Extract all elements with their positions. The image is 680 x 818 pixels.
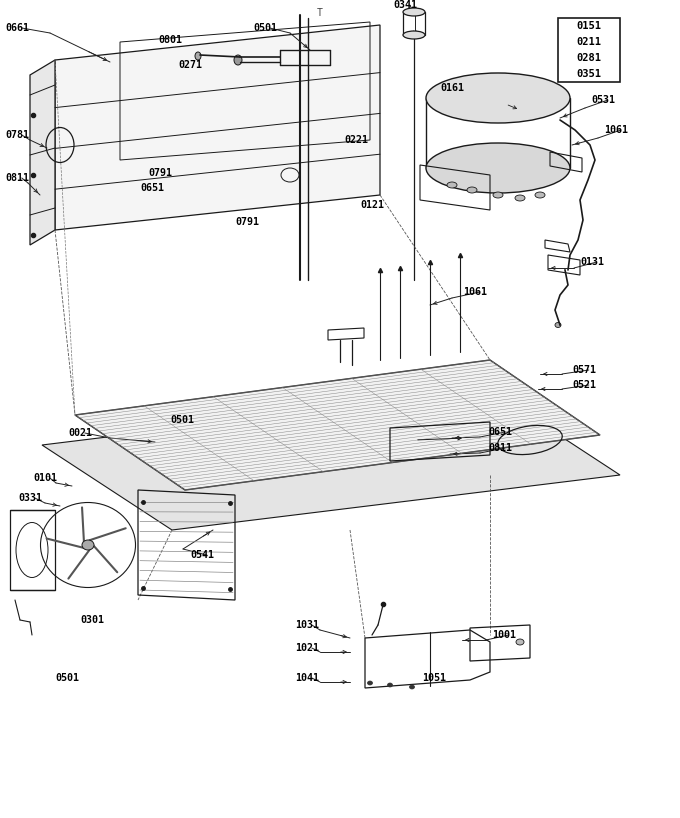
Ellipse shape (82, 540, 94, 550)
Ellipse shape (493, 192, 503, 198)
Ellipse shape (195, 52, 201, 60)
Text: 1061: 1061 (463, 287, 487, 297)
Text: 0281: 0281 (577, 53, 602, 63)
Ellipse shape (403, 8, 425, 16)
Text: 0021: 0021 (68, 428, 92, 438)
Text: 0161: 0161 (440, 83, 464, 93)
Text: 0661: 0661 (5, 23, 29, 33)
Text: 0801: 0801 (158, 35, 182, 45)
Ellipse shape (403, 31, 425, 39)
Text: 0651: 0651 (140, 183, 164, 193)
Text: 0811: 0811 (488, 443, 512, 453)
Text: 1031: 1031 (295, 620, 319, 630)
Text: 0791: 0791 (235, 217, 259, 227)
Polygon shape (30, 60, 55, 245)
Text: 0341: 0341 (393, 0, 417, 10)
Ellipse shape (515, 195, 525, 201)
Ellipse shape (426, 143, 570, 193)
Ellipse shape (467, 187, 477, 193)
Ellipse shape (555, 322, 561, 327)
Text: 0791: 0791 (148, 168, 172, 178)
Text: 0521: 0521 (572, 380, 596, 390)
Text: 0131: 0131 (580, 257, 604, 267)
Ellipse shape (367, 681, 373, 685)
Text: 0101: 0101 (33, 473, 57, 483)
Text: 0501: 0501 (253, 23, 277, 33)
Text: 0781: 0781 (5, 130, 29, 140)
Bar (558, 18, 620, 82)
Ellipse shape (447, 182, 457, 188)
Ellipse shape (409, 685, 415, 689)
Text: 0121: 0121 (360, 200, 384, 210)
Ellipse shape (516, 639, 524, 645)
Text: 0531: 0531 (591, 95, 615, 105)
Text: 0351: 0351 (577, 69, 602, 79)
Ellipse shape (388, 683, 392, 687)
Text: 1001: 1001 (492, 630, 516, 640)
Ellipse shape (535, 192, 545, 198)
Text: 1051: 1051 (422, 673, 446, 683)
Text: 0541: 0541 (190, 550, 214, 560)
Text: T: T (317, 8, 323, 18)
Text: 0151: 0151 (577, 21, 602, 31)
Text: 1041: 1041 (295, 673, 319, 683)
Text: 0651: 0651 (488, 427, 512, 437)
Polygon shape (42, 390, 620, 530)
Polygon shape (75, 360, 600, 490)
Text: 0571: 0571 (572, 365, 596, 375)
Polygon shape (55, 25, 380, 230)
Text: 0301: 0301 (80, 615, 104, 625)
Text: 1061: 1061 (604, 125, 628, 135)
Text: 0501: 0501 (170, 415, 194, 425)
Text: 0811: 0811 (5, 173, 29, 183)
Text: 1021: 1021 (295, 643, 319, 653)
Text: 0501: 0501 (55, 673, 79, 683)
Ellipse shape (234, 55, 242, 65)
Text: 0271: 0271 (178, 60, 202, 70)
Text: 0211: 0211 (577, 37, 602, 47)
Text: 0331: 0331 (18, 493, 42, 503)
Text: 0221: 0221 (344, 135, 368, 145)
Ellipse shape (426, 73, 570, 123)
